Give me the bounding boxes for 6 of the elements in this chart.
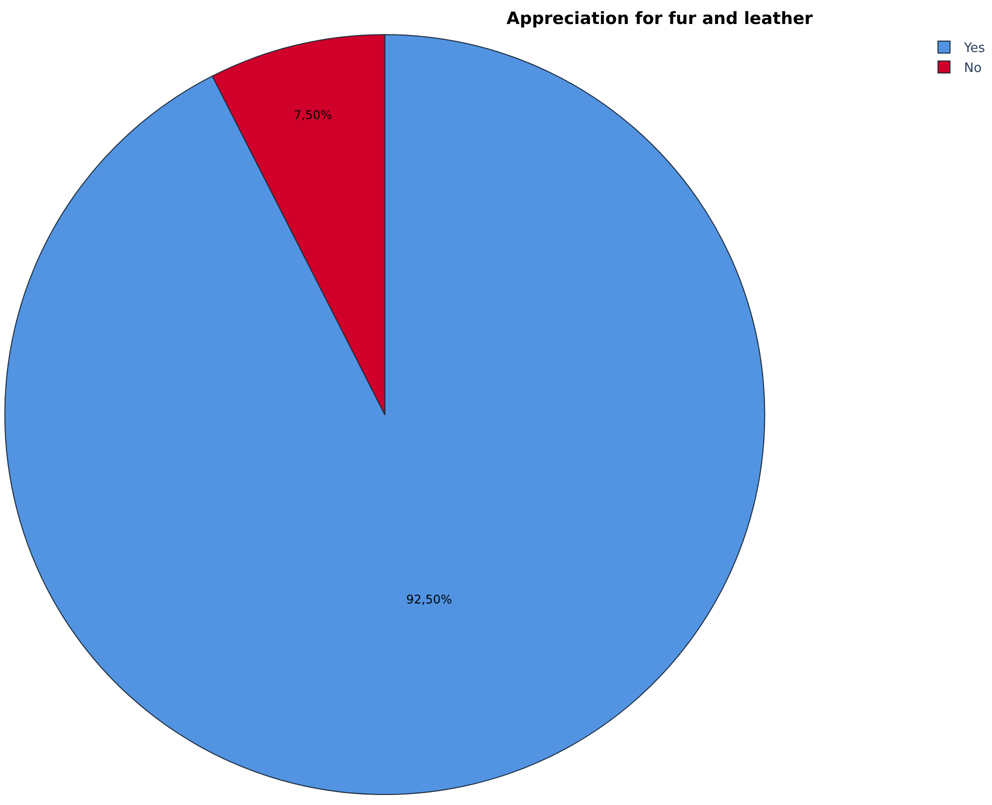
data-label: 92,50% [406, 592, 452, 606]
chart-title: Appreciation for fur and leather [506, 8, 814, 29]
legend-label: Yes [963, 41, 986, 56]
pie-slice [5, 34, 766, 795]
data-label: 7,50% [294, 108, 332, 122]
legend-label: No [964, 61, 982, 76]
